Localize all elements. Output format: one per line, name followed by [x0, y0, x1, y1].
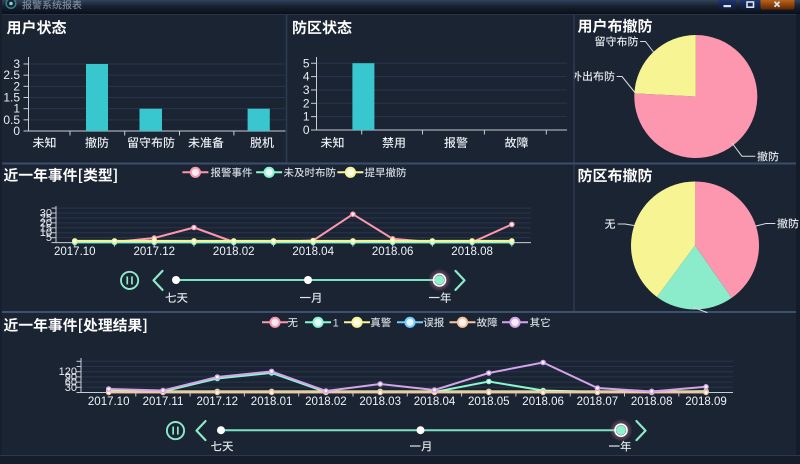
svg-text:2018.08: 2018.08 — [631, 396, 673, 408]
svg-text:2: 2 — [13, 79, 20, 93]
svg-text:2018.06: 2018.06 — [522, 396, 564, 408]
svg-text:10: 10 — [40, 227, 52, 239]
svg-text:2017.12: 2017.12 — [133, 246, 175, 258]
svg-text:15: 15 — [40, 222, 52, 234]
svg-text:1.5: 1.5 — [3, 90, 20, 104]
svg-text:0: 0 — [303, 123, 310, 137]
svg-text:1: 1 — [333, 317, 339, 329]
svg-text:2018.04: 2018.04 — [414, 396, 456, 408]
svg-text:1: 1 — [13, 102, 20, 116]
svg-text:90: 90 — [65, 371, 77, 383]
svg-text:2018.08: 2018.08 — [451, 246, 493, 258]
svg-text:2017.12: 2017.12 — [197, 396, 239, 408]
svg-text:2: 2 — [303, 96, 310, 110]
svg-text:2018.05: 2018.05 — [468, 396, 510, 408]
svg-text:2018.07: 2018.07 — [577, 396, 619, 408]
svg-text:5: 5 — [46, 232, 52, 244]
svg-text:2018.09: 2018.09 — [685, 396, 727, 408]
svg-text:2018.01: 2018.01 — [251, 396, 293, 408]
svg-text:2017.10: 2017.10 — [54, 246, 96, 258]
svg-text:2017.10: 2017.10 — [88, 396, 130, 408]
svg-text:30: 30 — [65, 382, 77, 394]
svg-text:4: 4 — [303, 70, 310, 84]
svg-text:120: 120 — [59, 366, 77, 378]
svg-text:30: 30 — [40, 208, 52, 220]
svg-text:2.5: 2.5 — [3, 68, 20, 82]
svg-text:2018.02: 2018.02 — [305, 396, 347, 408]
svg-text:2018.06: 2018.06 — [372, 246, 414, 258]
svg-text:2018.02: 2018.02 — [213, 246, 255, 258]
svg-text:25: 25 — [40, 212, 52, 224]
svg-text:60: 60 — [65, 377, 77, 389]
svg-text:2018.03: 2018.03 — [359, 396, 401, 408]
svg-text:2018.04: 2018.04 — [292, 246, 334, 258]
svg-text:0: 0 — [13, 124, 20, 138]
svg-text:0.5: 0.5 — [3, 113, 20, 127]
svg-text:1: 1 — [303, 110, 310, 124]
svg-text:20: 20 — [40, 217, 52, 229]
svg-text:5: 5 — [303, 56, 310, 70]
svg-text:3: 3 — [13, 57, 20, 71]
svg-text:2017.11: 2017.11 — [143, 396, 184, 408]
svg-text:3: 3 — [303, 83, 310, 97]
